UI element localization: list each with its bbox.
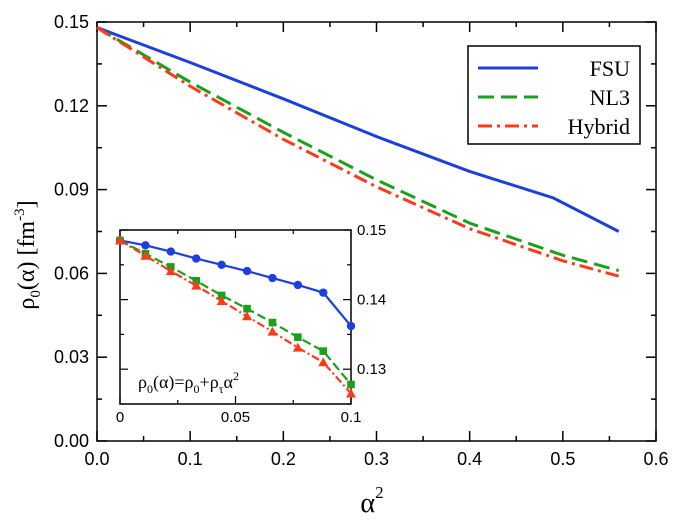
inset-point-nl3 xyxy=(347,380,355,389)
inset-y-tick-label: 0.13 xyxy=(357,361,386,378)
inset-point-hybrid xyxy=(292,342,303,352)
inset-point-nl3 xyxy=(268,318,277,327)
inset-frame xyxy=(119,229,352,405)
inset-point-hybrid xyxy=(140,250,151,260)
inset-point-hybrid xyxy=(191,280,202,290)
series-line-fsu xyxy=(96,26,620,233)
x-tick-label: 0.5 xyxy=(550,449,575,469)
inset-y-tick-label: 0.15 xyxy=(357,222,386,239)
inset-point-nl3 xyxy=(217,291,226,300)
legend-label-nl3: NL3 xyxy=(590,85,630,110)
inset-point-nl3 xyxy=(294,333,302,341)
inset-x-tick-label: 0.05 xyxy=(221,409,250,426)
x-axis-label: α2 xyxy=(360,483,383,519)
main-plot: 0.0 0.1 0.2 0.3 0.4 0.5 0.6 0.00 0.03 0.06 0.09 0.1… xyxy=(54,12,669,469)
inset-fit-line-fsu xyxy=(119,239,352,327)
x-tick-label: 0.2 xyxy=(271,449,296,469)
legend-label-hybrid: Hybrid xyxy=(568,114,630,139)
inset-point-fsu xyxy=(141,241,150,250)
x-tick-label: 0.4 xyxy=(457,449,482,469)
x-tick-label: 0.1 xyxy=(178,449,203,469)
legend-label-fsu: FSU xyxy=(590,56,630,81)
inset-point-nl3 xyxy=(243,304,251,313)
inset-point-fsu xyxy=(217,260,226,269)
x-tick-label: 0.6 xyxy=(643,449,668,469)
inset-point-fsu xyxy=(293,280,303,290)
inset-point-hybrid xyxy=(165,266,176,276)
inset-point-hybrid xyxy=(242,311,253,321)
inset-fit-line-hybrid xyxy=(119,239,352,395)
inset-point-fsu xyxy=(192,254,201,263)
inset-x-tick-label: 0 xyxy=(116,409,124,426)
inset-point-hybrid xyxy=(216,295,227,305)
inset-point-fsu xyxy=(242,266,252,276)
inset-point-hybrid xyxy=(318,357,329,367)
inset-y-tick-label: 0.14 xyxy=(357,292,386,309)
y-tick-label: 0.15 xyxy=(54,12,89,32)
y-tick-label: 0.06 xyxy=(54,263,89,283)
inset-x-tick-label: 0.1 xyxy=(341,409,362,426)
y-axis-label: ρ0(α) [fm-3] xyxy=(12,200,44,309)
inset-point-fsu xyxy=(319,288,328,297)
inset-point-nl3 xyxy=(319,347,328,355)
inset-annotation: ρ0(α)=ρ0+ρτα2 xyxy=(138,369,239,396)
inset-point-hybrid xyxy=(267,326,278,336)
inset-point-fsu xyxy=(166,247,176,256)
y-tick-label: 0.09 xyxy=(54,180,89,200)
legend-box xyxy=(467,45,641,145)
y-tick-label: 0.00 xyxy=(54,431,89,451)
y-tick-label: 0.03 xyxy=(54,347,89,367)
series-line-hybrid xyxy=(96,26,620,278)
inset-plot: 0 0.05 0.1 0.13 0.14 0.15 xyxy=(115,222,386,426)
inset-point-fsu xyxy=(268,273,277,283)
series-line-nl3 xyxy=(96,26,620,273)
x-tick-label: 0.3 xyxy=(364,449,389,469)
inset-point-fsu xyxy=(346,321,356,331)
inset-point-hybrid xyxy=(346,388,356,398)
x-tick-label: 0.0 xyxy=(84,449,109,469)
inset-fit-line-nl3 xyxy=(119,239,352,386)
y-tick-label: 0.12 xyxy=(54,96,89,116)
inset-point-hybrid xyxy=(115,235,125,245)
